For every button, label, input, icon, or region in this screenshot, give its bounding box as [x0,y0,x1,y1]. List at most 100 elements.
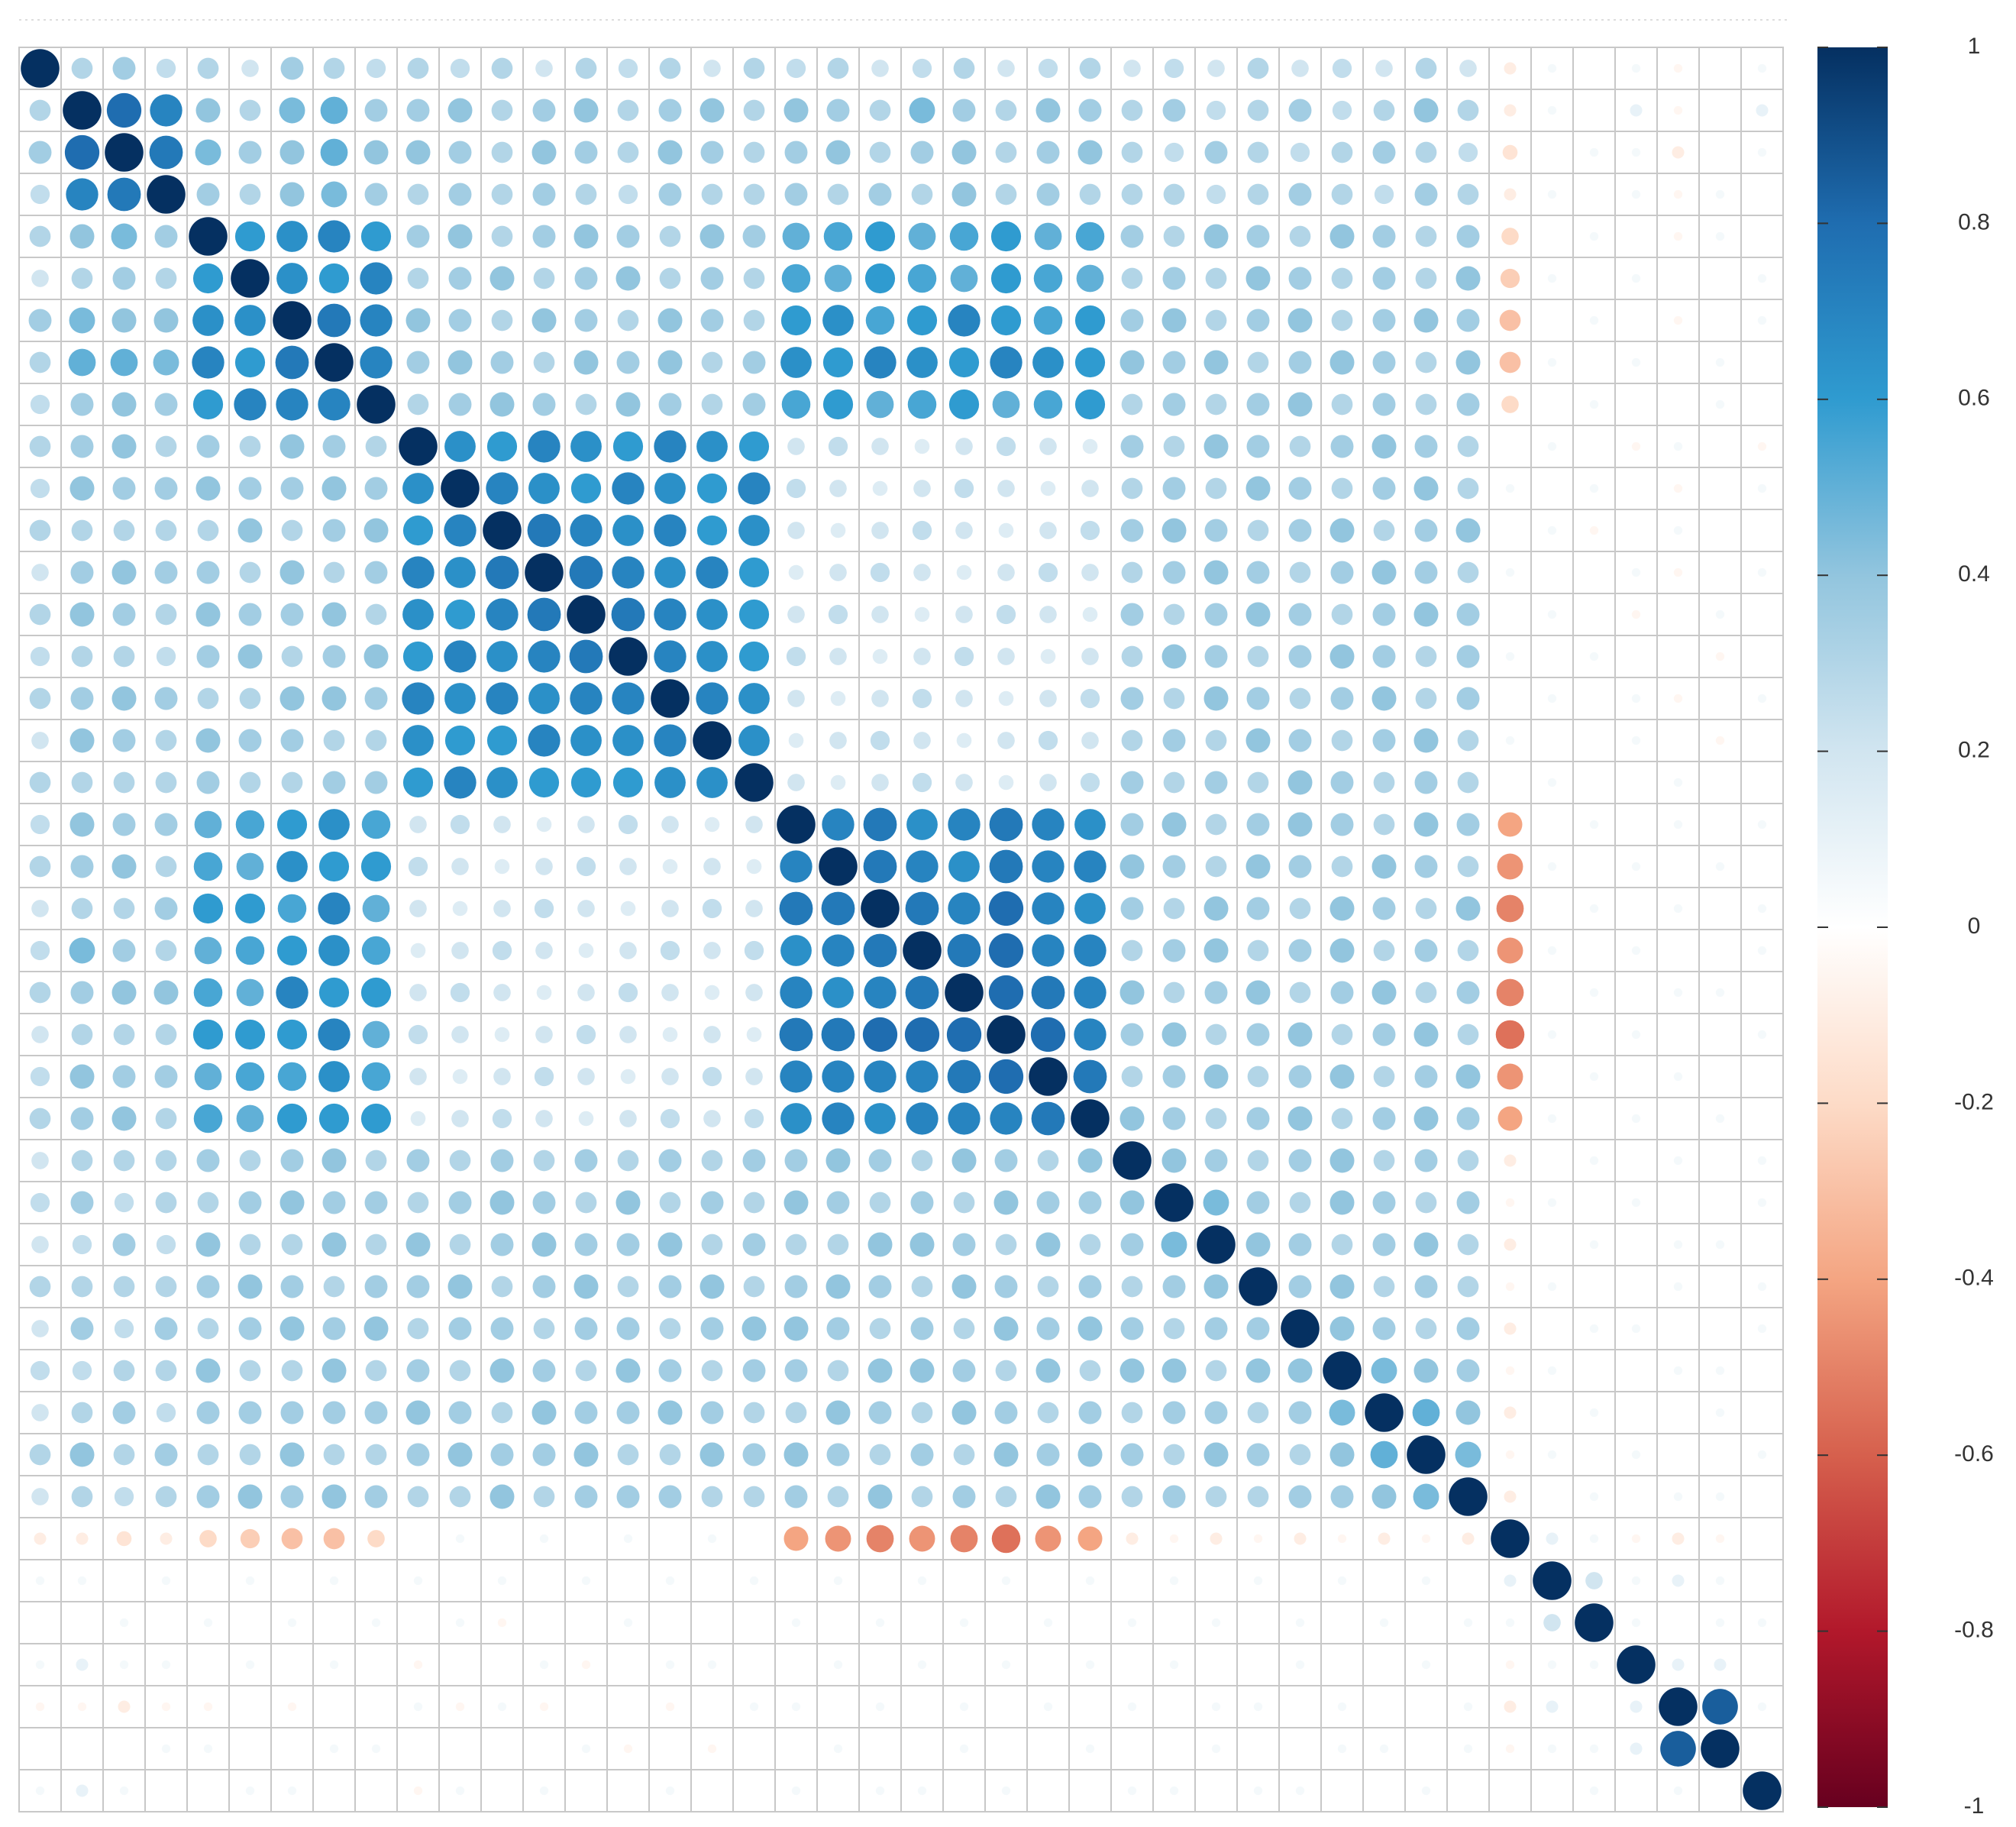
corr-circle [1035,1484,1061,1509]
cell [1656,1097,1700,1140]
corr-circle [742,225,766,248]
cell [270,761,314,804]
corr-circle [953,1318,975,1340]
corr-circle [111,223,137,250]
cell [1740,1475,1784,1518]
corr-circle [864,1103,896,1134]
cell [1488,1769,1532,1812]
corr-circle [1163,687,1185,710]
corr-circle [321,1232,347,1257]
corr-circle [1245,602,1271,627]
cell [1530,971,1574,1014]
cell [1572,1097,1616,1140]
corr-circle [1496,894,1524,923]
corr-circle [489,392,515,417]
corr-circle [623,1534,633,1544]
corr-circle [34,1532,47,1545]
cell [1740,635,1784,678]
cell [1698,257,1742,300]
corr-circle [30,1192,50,1213]
corr-circle [1715,1492,1725,1502]
cell [1740,173,1784,216]
corr-circle [1036,141,1060,164]
cell [942,1223,986,1266]
corr-circle [570,473,602,504]
corr-circle [1412,1399,1440,1427]
corr-circle [1205,267,1227,289]
corr-circle [1205,1486,1227,1508]
corr-circle [912,688,932,709]
corr-circle [1631,862,1641,871]
corr-circle [533,1318,555,1340]
corr-circle [114,1192,134,1213]
cell [858,1643,902,1686]
corr-circle [1205,1360,1227,1382]
corr-circle [1288,477,1312,500]
corr-circle [199,1530,217,1547]
corr-circle [1206,184,1226,205]
corr-circle [741,1316,767,1341]
corr-circle [29,519,51,542]
corr-circle [1589,1156,1599,1166]
corr-circle [360,221,392,252]
corr-circle [1414,183,1438,206]
corr-circle [869,99,891,121]
corr-circle [1121,393,1143,416]
corr-circle [1421,1534,1431,1544]
corr-circle [1245,266,1271,291]
corr-circle [1715,1618,1725,1628]
corr-circle [1043,1702,1053,1712]
corr-circle [911,1402,933,1424]
corr-circle [990,221,1022,252]
corr-circle [910,1443,934,1466]
corr-circle [323,729,345,752]
corr-circle [745,1068,763,1085]
cell [1194,551,1238,594]
corr-circle [1287,812,1313,837]
cell [1614,1139,1658,1182]
corr-circle [1379,1618,1389,1628]
corr-circle [451,858,469,875]
corr-circle [279,182,305,207]
corr-circle [406,1275,430,1298]
corr-circle [1589,1534,1599,1544]
cell [1614,383,1658,426]
corr-circle [245,1786,255,1796]
corr-circle [658,1359,682,1382]
corr-circle [703,1026,721,1043]
corr-circle [1630,1700,1643,1713]
corr-circle [322,771,346,794]
corr-circle [700,1317,724,1340]
corr-circle [575,1360,597,1382]
corr-circle [743,1402,765,1424]
corr-circle [70,687,94,710]
corr-circle [738,641,770,672]
corr-circle [407,1192,429,1214]
corr-circle [536,816,552,833]
corr-circle [1504,188,1517,201]
corr-circle [1121,1402,1143,1424]
cell [1740,1727,1784,1770]
cell [1656,341,1700,384]
corr-circle [829,648,847,665]
corr-circle [1505,568,1515,577]
corr-circle [448,267,472,290]
cell [942,1559,986,1602]
corr-circle [1415,645,1437,668]
corr-circle [111,854,137,879]
corr-circle [744,1108,764,1129]
corr-circle [665,1576,675,1586]
corr-circle [1547,357,1557,367]
corr-circle [279,560,305,585]
corr-circle [276,851,308,882]
corr-circle [1372,1317,1396,1340]
corr-circle [402,682,435,715]
corr-circle [68,348,96,377]
corr-circle [1247,57,1269,79]
corr-circle [112,1233,136,1256]
corr-circle [1121,267,1143,289]
corr-circle [707,1534,717,1544]
corr-circle [819,847,858,886]
corr-circle [1331,603,1353,626]
corr-circle [998,690,1014,707]
